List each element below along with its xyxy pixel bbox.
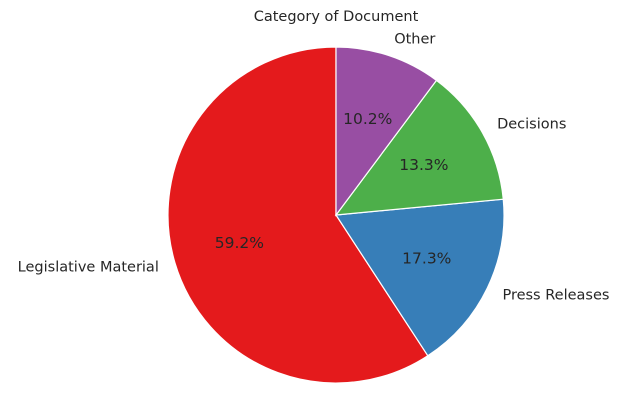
slice-label: Decisions xyxy=(497,116,566,132)
slice-label: Other xyxy=(394,32,435,48)
pie-slice xyxy=(335,46,438,217)
percent-label: 13.3% xyxy=(399,156,448,174)
pie-slice xyxy=(167,46,429,384)
chart-title: Category of Document xyxy=(254,9,419,25)
percent-label: 17.3% xyxy=(402,249,451,267)
pie-slice xyxy=(334,79,504,216)
pie-slice xyxy=(334,198,505,357)
slice-label: Legislative Material xyxy=(18,260,159,276)
slice-label: Press Releases xyxy=(502,287,609,303)
percent-label: 59.2% xyxy=(215,234,264,252)
percent-label: 10.2% xyxy=(343,110,392,128)
